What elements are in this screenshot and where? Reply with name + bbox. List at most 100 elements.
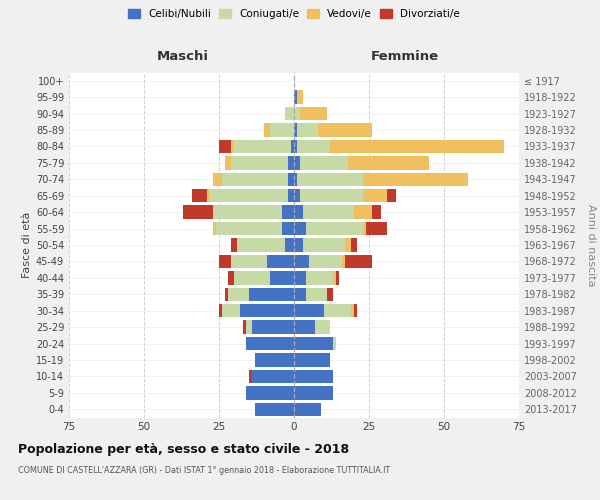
Bar — [213, 222, 216, 235]
Bar — [351, 238, 357, 252]
Bar — [234, 140, 291, 153]
Bar — [354, 206, 372, 219]
Bar — [363, 189, 387, 202]
Bar — [294, 271, 306, 284]
Bar — [231, 238, 237, 252]
Bar — [294, 254, 309, 268]
Bar — [213, 172, 222, 186]
Bar — [288, 172, 294, 186]
Bar — [231, 156, 288, 170]
Bar — [219, 140, 231, 153]
Bar — [294, 288, 306, 301]
Bar — [297, 172, 363, 186]
Bar — [231, 254, 267, 268]
Bar — [228, 288, 249, 301]
Bar — [294, 337, 333, 350]
Bar — [336, 271, 339, 284]
Bar — [288, 156, 294, 170]
Bar — [246, 337, 294, 350]
Text: Femmine: Femmine — [371, 50, 439, 64]
Bar — [348, 156, 429, 170]
Bar — [294, 386, 333, 400]
Bar — [222, 172, 288, 186]
Bar — [327, 288, 333, 301]
Bar — [363, 172, 468, 186]
Bar — [303, 238, 345, 252]
Bar — [270, 124, 294, 136]
Bar — [252, 370, 294, 383]
Bar — [303, 206, 354, 219]
Bar — [306, 222, 363, 235]
Bar — [318, 124, 372, 136]
Bar — [309, 254, 342, 268]
Bar — [267, 254, 294, 268]
Bar — [264, 124, 270, 136]
Bar — [300, 156, 348, 170]
Bar — [249, 288, 294, 301]
Bar — [354, 304, 357, 318]
Bar — [282, 222, 294, 235]
Bar — [216, 222, 282, 235]
Bar — [324, 304, 351, 318]
Bar — [285, 107, 294, 120]
Bar — [285, 238, 294, 252]
Bar — [288, 189, 294, 202]
Bar — [207, 189, 210, 202]
Y-axis label: Anni di nascita: Anni di nascita — [586, 204, 596, 286]
Bar — [240, 304, 294, 318]
Bar — [294, 156, 300, 170]
Bar — [246, 320, 252, 334]
Bar — [252, 320, 294, 334]
Bar — [351, 304, 354, 318]
Bar — [294, 140, 297, 153]
Bar — [330, 140, 504, 153]
Text: COMUNE DI CASTELL'AZZARA (GR) - Dati ISTAT 1° gennaio 2018 - Elaborazione TUTTIT: COMUNE DI CASTELL'AZZARA (GR) - Dati IST… — [18, 466, 390, 475]
Bar — [294, 304, 324, 318]
Bar — [249, 370, 252, 383]
Bar — [345, 238, 351, 252]
Bar — [366, 222, 387, 235]
Bar — [219, 254, 231, 268]
Bar — [294, 238, 303, 252]
Text: Maschi: Maschi — [157, 50, 209, 64]
Bar — [345, 254, 372, 268]
Bar — [333, 337, 336, 350]
Bar — [210, 189, 288, 202]
Bar — [237, 238, 285, 252]
Bar — [219, 304, 222, 318]
Bar — [297, 140, 330, 153]
Bar — [225, 156, 231, 170]
Bar — [306, 271, 333, 284]
Bar — [270, 271, 294, 284]
Bar — [294, 172, 297, 186]
Bar — [294, 206, 303, 219]
Bar — [228, 271, 234, 284]
Bar — [246, 386, 294, 400]
Legend: Celibi/Nubili, Coniugati/e, Vedovi/e, Divorziati/e: Celibi/Nubili, Coniugati/e, Vedovi/e, Di… — [124, 5, 464, 24]
Text: Popolazione per età, sesso e stato civile - 2018: Popolazione per età, sesso e stato civil… — [18, 442, 349, 456]
Bar — [294, 354, 330, 366]
Bar — [294, 370, 333, 383]
Bar — [294, 320, 315, 334]
Bar — [213, 206, 282, 219]
Bar — [234, 271, 270, 284]
Bar — [282, 206, 294, 219]
Bar — [372, 206, 381, 219]
Bar — [297, 124, 318, 136]
Bar — [291, 140, 294, 153]
Bar — [387, 189, 396, 202]
Bar — [231, 140, 234, 153]
Bar — [192, 189, 207, 202]
Bar — [225, 288, 228, 301]
Bar — [306, 288, 327, 301]
Bar — [183, 206, 213, 219]
Bar — [300, 189, 363, 202]
Bar — [255, 354, 294, 366]
Bar — [294, 107, 300, 120]
Bar — [294, 124, 297, 136]
Bar — [363, 222, 366, 235]
Bar — [300, 107, 327, 120]
Bar — [294, 402, 321, 416]
Bar — [243, 320, 246, 334]
Bar — [255, 402, 294, 416]
